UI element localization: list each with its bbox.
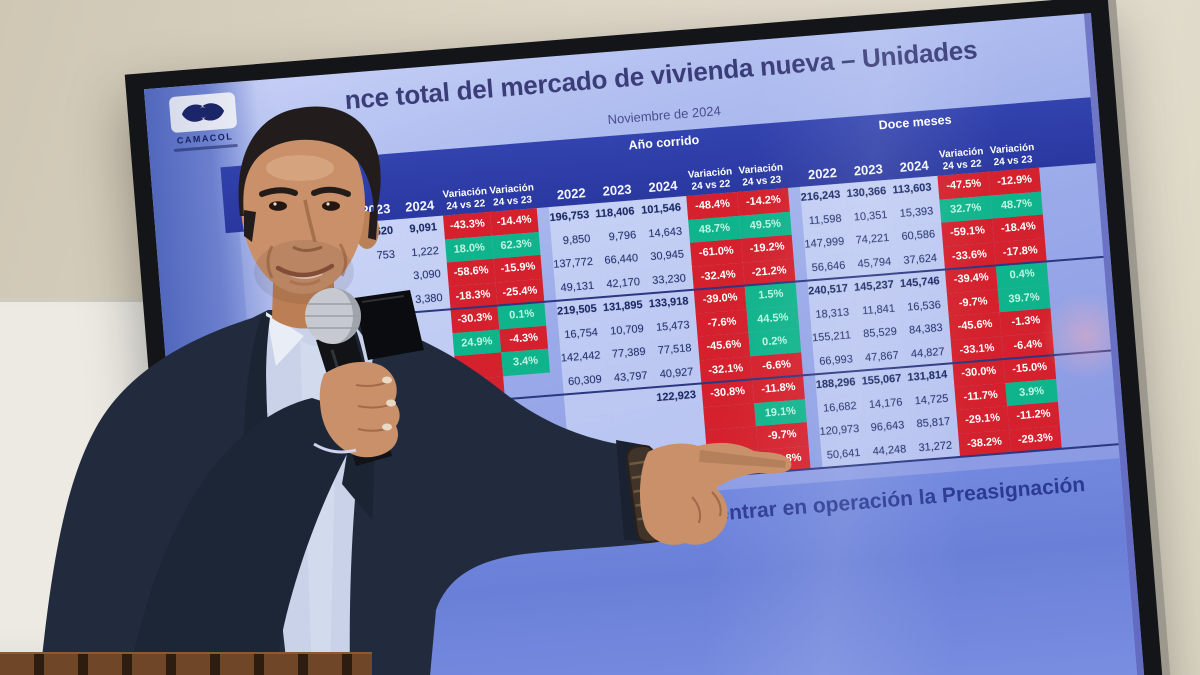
table-cell: 10,620 <box>355 219 402 247</box>
camacol-logo: CAMACOL <box>157 91 251 153</box>
col-header-variation: Variación 24 vs 22 <box>441 186 490 216</box>
table-cell <box>326 410 373 438</box>
camacol-eye-icon <box>168 91 238 134</box>
section-header <box>307 153 532 171</box>
section-header: Doce meses <box>878 112 953 133</box>
table-cell <box>410 356 457 384</box>
col-header-variation: Variación 24 vs 23 <box>488 182 537 212</box>
section-header: Año corrido <box>628 132 700 153</box>
tv-screen: CAMACOL nce total del mercado de viviend… <box>143 13 1146 675</box>
tv-frame: CAMACOL nce total del mercado de viviend… <box>124 0 1166 675</box>
chair-back-wood <box>0 652 372 675</box>
